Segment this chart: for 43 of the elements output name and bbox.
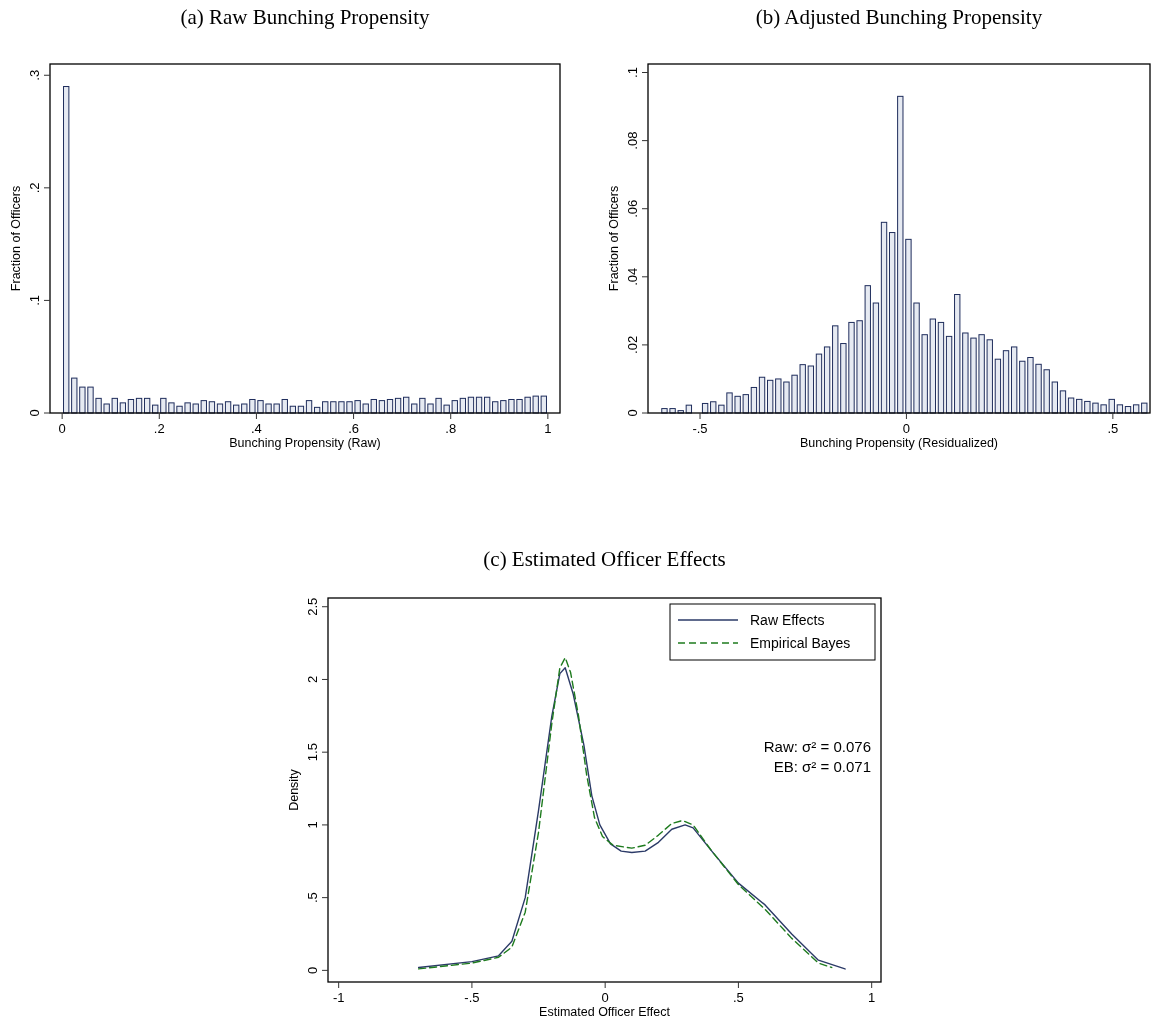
legend-label: Raw Effects: [750, 612, 825, 628]
x-tick-label: .5: [1107, 421, 1119, 436]
x-tick-label: .8: [445, 421, 457, 436]
y-tick-label: .1: [27, 295, 42, 306]
y-tick-label: 1.5: [305, 743, 320, 762]
y-tick-label: .1: [625, 67, 640, 78]
y-tick-label: .02: [625, 335, 640, 354]
annotation: Raw: σ² = 0.076: [763, 737, 871, 755]
x-tick-label: 1: [868, 990, 876, 1005]
x-tick-label: -.5: [692, 421, 708, 436]
x-tick-label: .4: [251, 421, 262, 436]
chart-title: (b) Adjusted Bunching Propensity: [755, 5, 1043, 29]
annotation: EB: σ² = 0.071: [773, 757, 871, 775]
x-tick-label: 0: [58, 421, 66, 436]
y-tick-label: .06: [625, 199, 640, 218]
x-tick-label: 1: [544, 421, 552, 436]
x-axis-title: Estimated Officer Effect: [539, 1005, 671, 1019]
y-axis-title: Fraction of Officers: [607, 185, 621, 292]
x-tick-label: -.5: [464, 990, 480, 1005]
x-axis-title: Bunching Propensity (Raw): [229, 436, 381, 450]
y-axis-title: Density: [287, 768, 301, 811]
x-tick-label: 0: [601, 990, 609, 1005]
y-tick-label: 2: [305, 675, 320, 684]
x-tick-label: .2: [153, 421, 165, 436]
y-tick-label: 0: [625, 409, 640, 417]
y-tick-label: .5: [305, 892, 320, 904]
y-axis-title: Fraction of Officers: [9, 185, 23, 292]
chart-title: (a) Raw Bunching Propensity: [180, 5, 431, 29]
legend-label: Empirical Bayes: [750, 635, 851, 651]
x-axis-title: Bunching Propensity (Residualized): [799, 436, 999, 450]
y-tick-label: .2: [27, 182, 42, 194]
y-tick-label: 0: [305, 966, 320, 974]
chart-title: (c) Estimated Officer Effects: [483, 547, 726, 571]
y-tick-label: 2.5: [305, 597, 320, 616]
x-tick-label: .5: [733, 990, 744, 1005]
x-tick-label: .6: [348, 421, 359, 436]
y-tick-label: .08: [625, 131, 640, 150]
y-tick-label: 0: [27, 409, 42, 417]
x-tick-label: 0: [902, 421, 911, 436]
y-tick-label: .3: [27, 69, 42, 81]
x-tick-label: -1: [332, 990, 345, 1005]
y-tick-label: 1: [305, 821, 320, 829]
y-tick-label: .04: [625, 267, 640, 286]
